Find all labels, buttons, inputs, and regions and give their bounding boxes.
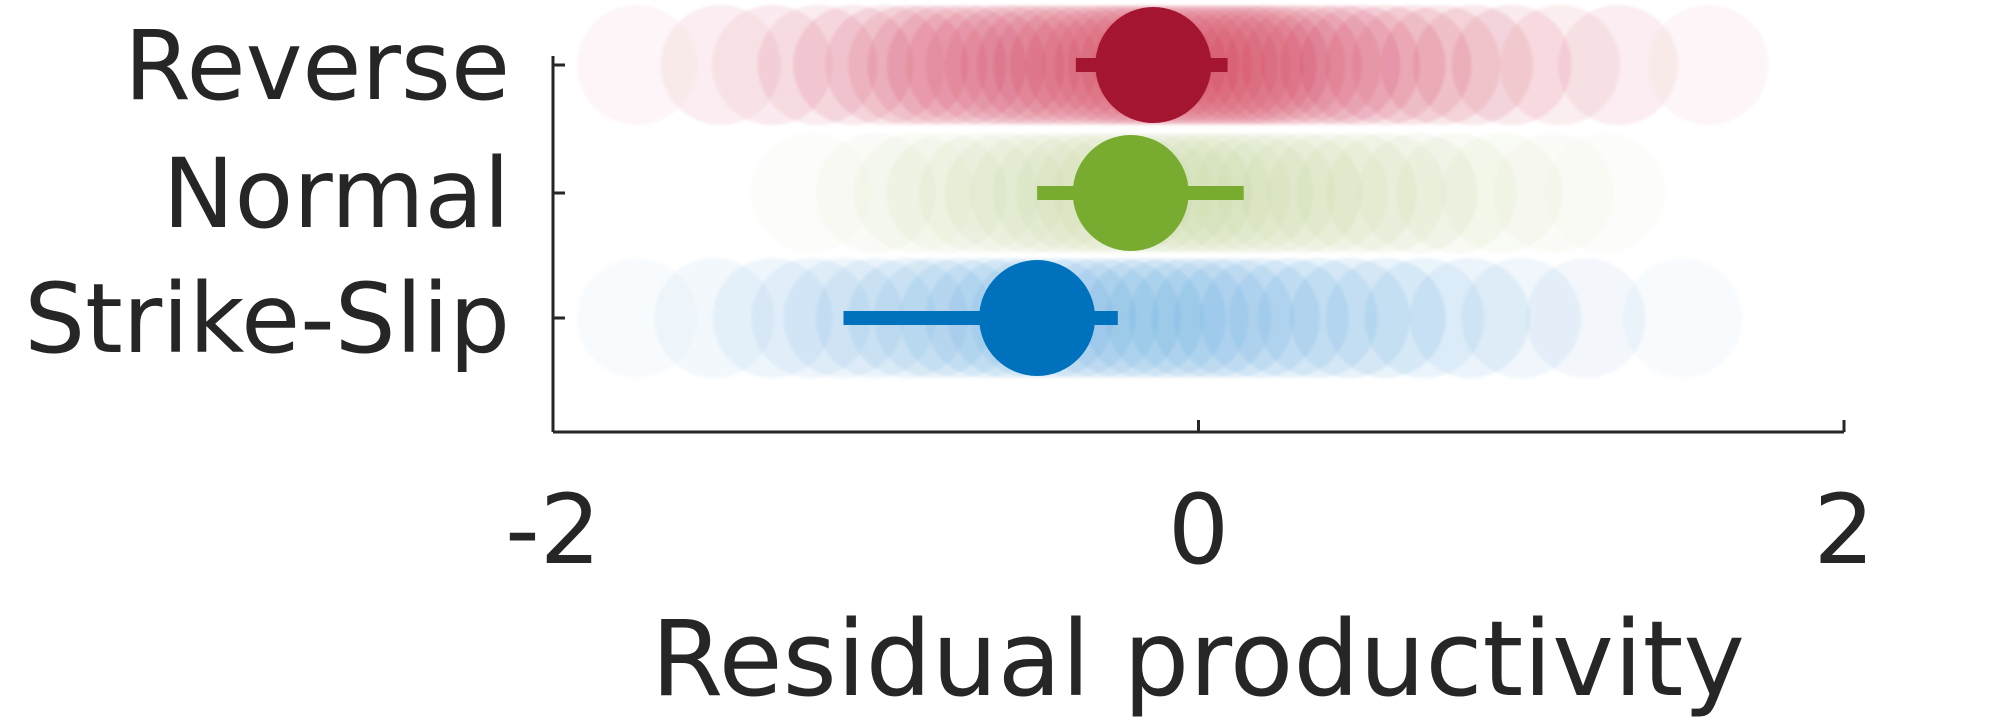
cloud-strike-slip <box>576 258 1743 378</box>
sample-point <box>1648 5 1769 125</box>
sample-point <box>1622 258 1743 378</box>
x-tick-label: 2 <box>1813 474 1874 586</box>
mean-point <box>1072 135 1189 251</box>
category-label: Normal <box>163 138 510 250</box>
x-axis-title: Residual productivity <box>651 598 1745 719</box>
mean-point <box>1095 7 1212 123</box>
sample-point <box>1558 5 1679 125</box>
category-label: Strike-Slip <box>24 263 510 375</box>
x-tick-label: -2 <box>505 474 601 586</box>
mean-markers <box>843 7 1244 376</box>
sample-point <box>576 5 697 125</box>
sample-point <box>1525 258 1646 378</box>
category-label: Reverse <box>124 10 510 122</box>
sample-point <box>1545 133 1666 253</box>
mean-point <box>979 260 1096 376</box>
axis-labels: -2 0 2 Reverse Normal Strike-Slip Residual pro… <box>24 10 1874 720</box>
marker-strike-slip <box>843 260 1118 376</box>
marker-reverse <box>1075 7 1228 123</box>
axes <box>551 56 1846 434</box>
x-tick-label: 0 <box>1168 474 1229 586</box>
marker-normal <box>1037 135 1244 251</box>
